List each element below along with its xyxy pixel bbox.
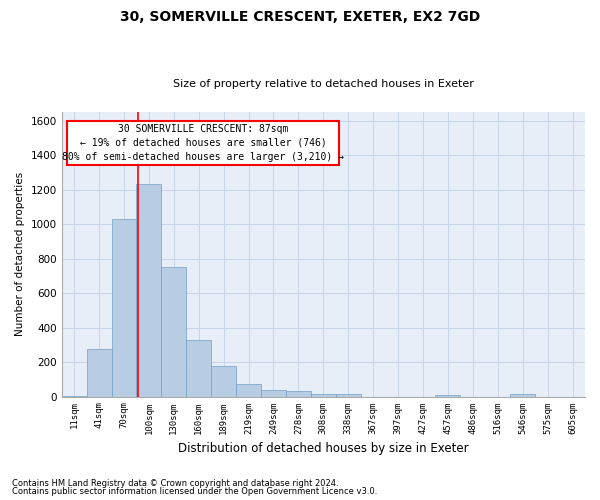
FancyBboxPatch shape: [67, 120, 339, 164]
Title: Size of property relative to detached houses in Exeter: Size of property relative to detached ho…: [173, 79, 474, 89]
Bar: [286, 392, 311, 396]
Text: 30 SOMERVILLE CRESCENT: 87sqm: 30 SOMERVILLE CRESCENT: 87sqm: [118, 124, 288, 134]
X-axis label: Distribution of detached houses by size in Exeter: Distribution of detached houses by size …: [178, 442, 469, 455]
Bar: [186, 340, 211, 396]
Y-axis label: Number of detached properties: Number of detached properties: [15, 172, 25, 336]
Bar: [86, 349, 112, 397]
Bar: [136, 184, 161, 396]
Bar: [436, 395, 460, 396]
Bar: [261, 390, 286, 396]
Bar: [161, 267, 186, 396]
Bar: [336, 394, 361, 396]
Text: 80% of semi-detached houses are larger (3,210) →: 80% of semi-detached houses are larger (…: [62, 152, 344, 162]
Text: Contains HM Land Registry data © Crown copyright and database right 2024.: Contains HM Land Registry data © Crown c…: [12, 478, 338, 488]
Bar: [211, 366, 236, 396]
Text: Contains public sector information licensed under the Open Government Licence v3: Contains public sector information licen…: [12, 487, 377, 496]
Text: ← 19% of detached houses are smaller (746): ← 19% of detached houses are smaller (74…: [80, 138, 326, 147]
Bar: [236, 384, 261, 396]
Bar: [311, 394, 336, 396]
Bar: [112, 219, 136, 396]
Bar: [510, 394, 535, 396]
Text: 30, SOMERVILLE CRESCENT, EXETER, EX2 7GD: 30, SOMERVILLE CRESCENT, EXETER, EX2 7GD: [120, 10, 480, 24]
